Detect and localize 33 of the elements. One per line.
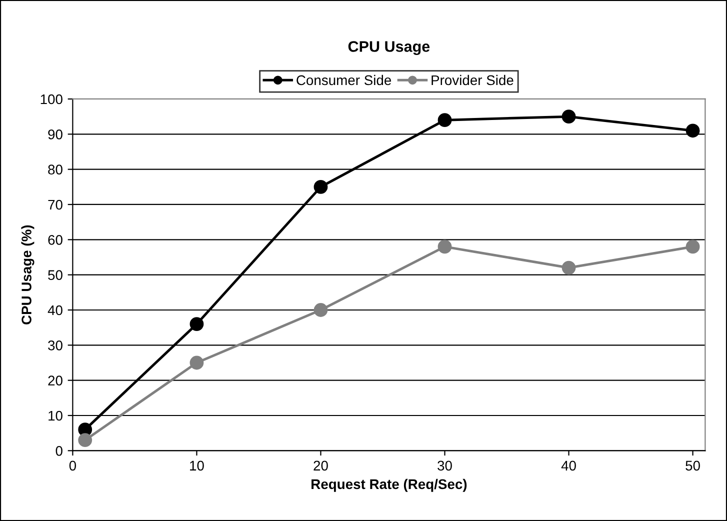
x-axis-title: Request Rate (Req/Sec)	[312, 478, 467, 492]
y-tick-label: 60	[48, 234, 62, 245]
point	[438, 240, 452, 254]
x-tick-label: 50	[686, 460, 700, 471]
point	[438, 113, 452, 128]
point	[686, 240, 700, 254]
point	[314, 303, 328, 317]
y-axis-title: CPU Usage (%)	[21, 225, 34, 324]
y-tick-label: 80	[48, 164, 62, 174]
x-tick-label: 20	[314, 460, 328, 471]
point	[562, 260, 576, 275]
y-tick-label: 0	[56, 446, 62, 456]
point	[190, 356, 204, 370]
y-tick-label: 70	[48, 200, 62, 210]
x-tick-label: 30	[438, 460, 452, 471]
point	[686, 124, 700, 138]
point	[190, 317, 204, 332]
y-tick-label: 20	[48, 376, 62, 386]
legend-label: Consumer Side	[296, 74, 392, 86]
y-tick-label: 90	[48, 129, 62, 140]
y-tick-label: 50	[48, 270, 62, 280]
point	[314, 180, 328, 194]
y-tick-label: 40	[48, 305, 62, 316]
y-tick-label: 100	[40, 94, 62, 104]
legend-label: Provider Side	[432, 74, 514, 86]
x-tick-label: 10	[190, 460, 204, 471]
chart-title: CPU Usage	[348, 41, 430, 56]
point	[562, 110, 576, 124]
y-tick-label: 30	[48, 340, 62, 350]
x-tick-label: 0	[69, 460, 76, 471]
y-tick-label: 10	[48, 410, 62, 421]
point	[78, 433, 92, 448]
x-tick-label: 40	[561, 460, 576, 471]
